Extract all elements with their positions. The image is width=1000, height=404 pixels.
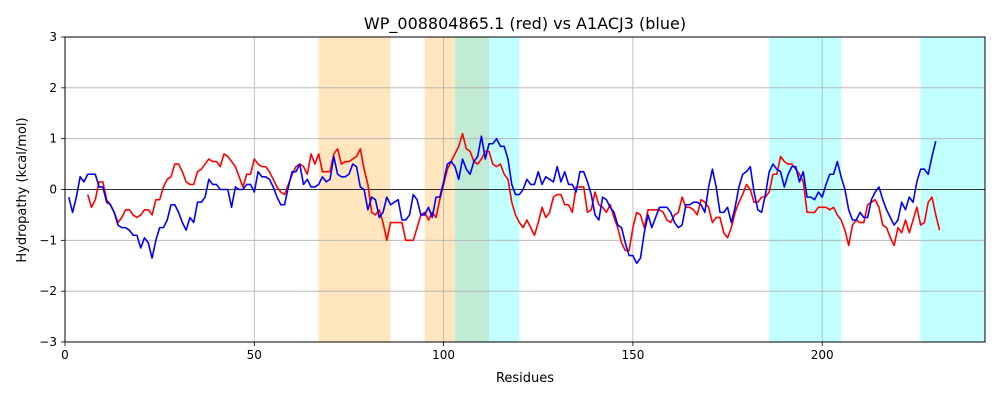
- x-tick-label: 50: [247, 348, 262, 362]
- y-tick-label: 2: [49, 81, 57, 95]
- y-axis-ticks: −3 −2 −1 0 1 2 3: [39, 30, 65, 349]
- y-axis-label: Hydropathy (kcal/mol): [15, 117, 30, 262]
- x-tick-label: 0: [61, 348, 69, 362]
- chart-title: WP_008804865.1 (red) vs A1ACJ3 (blue): [364, 14, 686, 34]
- y-tick-label: 0: [49, 183, 57, 197]
- series-lines: [68, 132, 941, 265]
- y-tick-label: 1: [49, 132, 57, 146]
- x-tick-label: 200: [811, 348, 834, 362]
- x-axis-label: Residues: [496, 371, 554, 386]
- x-tick-label: 100: [432, 348, 455, 362]
- series-line-2: [68, 135, 937, 265]
- y-tick-label: −3: [39, 335, 57, 349]
- x-axis-ticks: 0 50 100 150 200: [61, 342, 834, 362]
- x-tick-label: 150: [621, 348, 644, 362]
- y-tick-label: −2: [39, 284, 57, 298]
- y-tick-label: −1: [39, 233, 57, 247]
- y-tick-label: 3: [49, 30, 57, 44]
